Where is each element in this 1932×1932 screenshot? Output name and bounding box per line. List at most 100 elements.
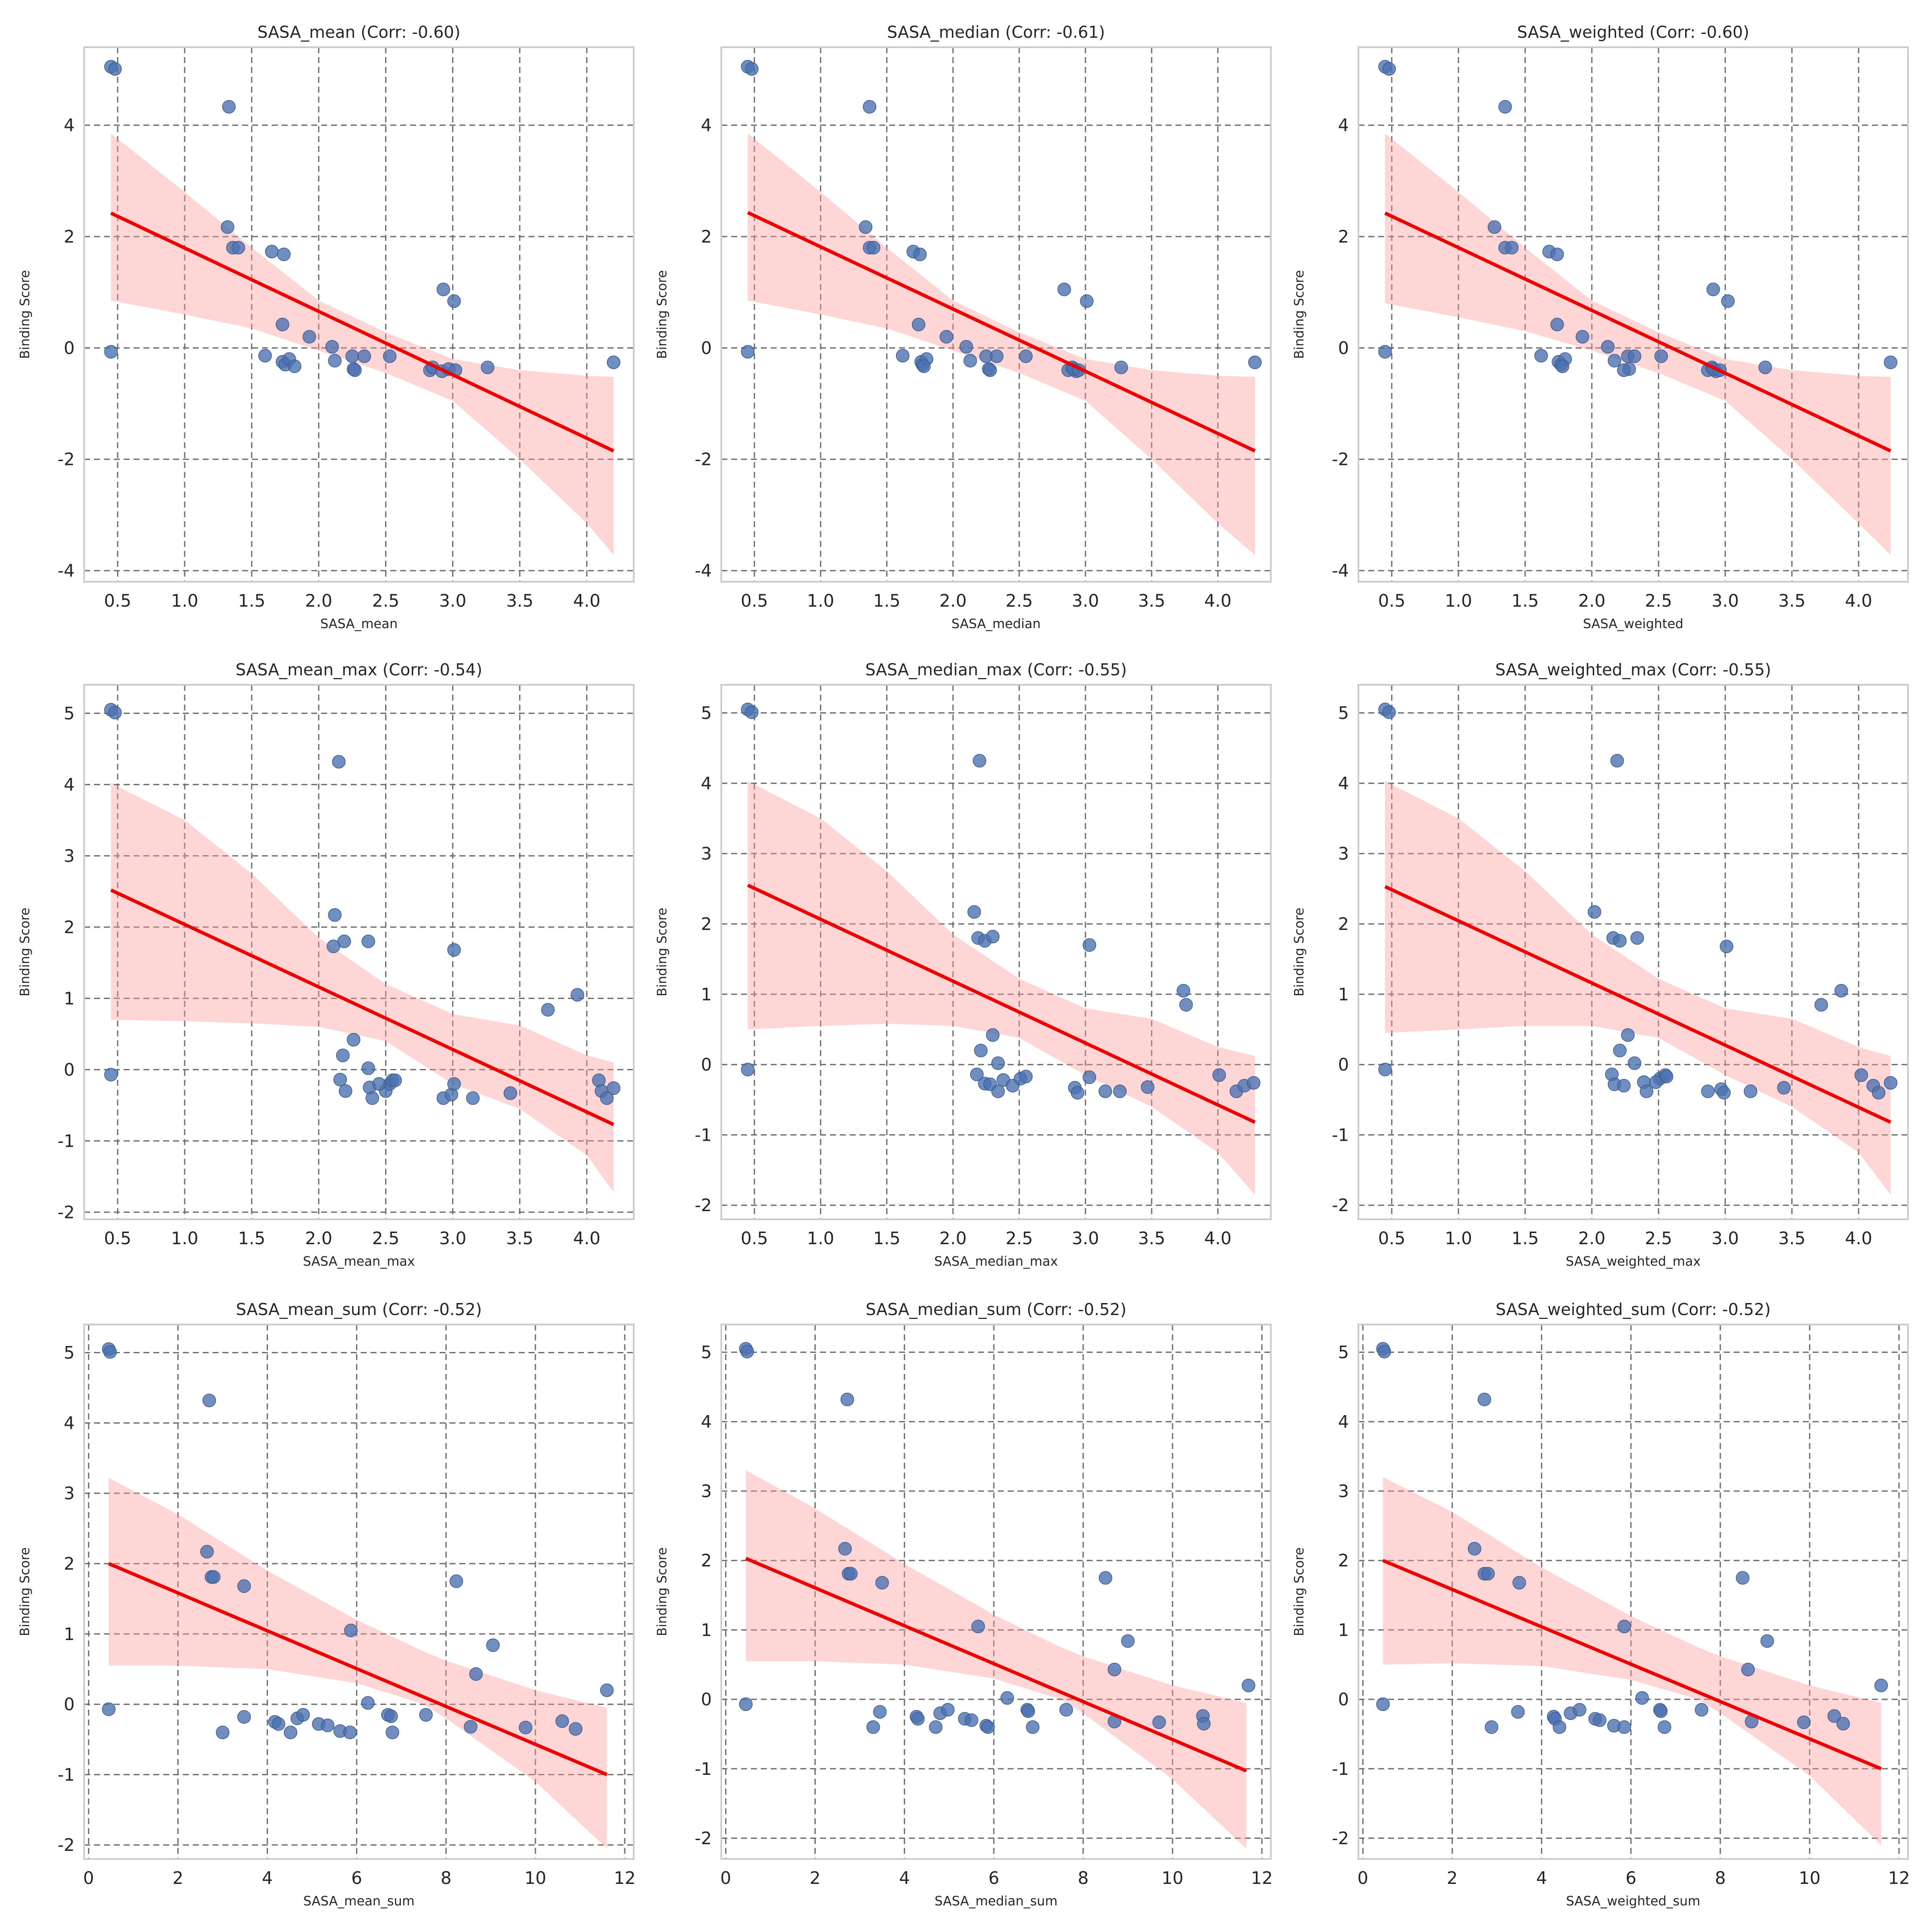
x-tick-label: 2 bbox=[1447, 1868, 1458, 1888]
data-point bbox=[361, 1061, 375, 1075]
y-tick-label: -2 bbox=[1332, 1829, 1349, 1848]
data-point bbox=[480, 360, 495, 374]
data-point bbox=[1512, 1576, 1526, 1590]
data-point bbox=[1477, 1392, 1492, 1406]
data-point bbox=[1640, 1084, 1653, 1098]
data-point bbox=[607, 1081, 620, 1095]
data-point bbox=[202, 1394, 216, 1407]
data-point bbox=[1706, 283, 1720, 296]
data-point bbox=[1695, 1703, 1708, 1717]
data-point bbox=[571, 988, 584, 1002]
confidence-band bbox=[109, 1478, 607, 1849]
data-point bbox=[911, 1712, 925, 1726]
data-point bbox=[741, 345, 755, 359]
data-point bbox=[419, 1708, 433, 1722]
data-point bbox=[840, 1392, 854, 1406]
y-axis-label: Binding Score bbox=[655, 908, 670, 996]
scatter-panel-4: 0.5 1.0 1.5 2.0 2.5 3.0 3.5 4.0 -2 -1 0 1 2 3 4 5 SASA_m… bbox=[18, 660, 635, 1269]
y-tick-label: 0 bbox=[701, 1055, 712, 1075]
x-tick-label: 2.5 bbox=[372, 591, 400, 611]
y-tick-label: 0 bbox=[701, 338, 712, 358]
x-tick-label: 10 bbox=[1162, 1868, 1184, 1888]
data-point bbox=[466, 1091, 480, 1105]
data-point bbox=[1505, 241, 1519, 255]
data-point bbox=[1481, 1567, 1495, 1581]
data-point bbox=[504, 1086, 517, 1100]
x-tick-label: 0 bbox=[720, 1868, 731, 1888]
y-tick-label: 2 bbox=[1338, 227, 1349, 247]
data-point bbox=[844, 1567, 858, 1581]
data-point bbox=[1719, 939, 1734, 954]
data-point bbox=[519, 1720, 532, 1735]
data-point bbox=[1617, 1619, 1631, 1634]
data-point bbox=[436, 283, 450, 296]
x-tick-label: 1.5 bbox=[873, 1229, 901, 1249]
data-point bbox=[1382, 62, 1396, 76]
regression-line bbox=[1382, 1559, 1882, 1771]
data-point bbox=[343, 1725, 357, 1739]
data-point bbox=[221, 220, 234, 234]
y-tick-label: 2 bbox=[64, 1554, 75, 1574]
data-point bbox=[896, 349, 910, 363]
data-point bbox=[1488, 220, 1501, 234]
x-tick-label: 4.0 bbox=[1204, 591, 1232, 611]
data-point bbox=[963, 354, 977, 368]
plot-frame bbox=[83, 684, 635, 1220]
data-point bbox=[104, 1068, 118, 1081]
y-tick-label: -2 bbox=[695, 1829, 712, 1848]
data-point bbox=[222, 100, 236, 114]
data-point bbox=[383, 349, 397, 363]
confidence-band bbox=[111, 783, 614, 1192]
plot-frame bbox=[720, 684, 1272, 1220]
data-point bbox=[873, 1705, 887, 1719]
y-tick-label: 1 bbox=[701, 1620, 712, 1640]
data-point bbox=[302, 330, 316, 344]
data-point bbox=[108, 705, 122, 720]
confidence-band bbox=[1383, 1477, 1881, 1845]
data-point bbox=[1593, 1713, 1607, 1727]
y-tick-label: 4 bbox=[1338, 1412, 1349, 1432]
y-tick-label: 0 bbox=[64, 338, 75, 358]
panel-title: SASA_weighted_max (Corr: -0.55) bbox=[1495, 660, 1771, 679]
x-tick-label: 8 bbox=[1078, 1868, 1088, 1888]
data-point bbox=[911, 318, 926, 331]
x-tick-label: 3.0 bbox=[1712, 1229, 1739, 1249]
x-axis-label: SASA_median_sum bbox=[935, 1894, 1058, 1909]
data-point bbox=[745, 705, 759, 719]
data-point bbox=[1617, 1079, 1631, 1093]
y-tick-label: 1 bbox=[64, 1625, 75, 1644]
data-point bbox=[991, 1084, 1005, 1098]
x-tick-label: 10 bbox=[525, 1868, 547, 1888]
x-tick-label: 1.5 bbox=[1512, 1229, 1539, 1249]
data-point bbox=[838, 1542, 852, 1556]
data-point bbox=[1635, 1691, 1649, 1705]
data-point bbox=[1744, 1084, 1758, 1098]
y-tick-label: 2 bbox=[1338, 914, 1349, 934]
x-tick-label: 2.5 bbox=[1005, 591, 1033, 611]
x-tick-label: 0.5 bbox=[741, 1229, 768, 1249]
data-point bbox=[332, 755, 346, 769]
x-tick-label: 0.5 bbox=[104, 1229, 131, 1249]
data-point bbox=[1610, 754, 1624, 768]
x-axis-label: SASA_weighted bbox=[1583, 617, 1683, 632]
data-point bbox=[1654, 349, 1668, 363]
data-point bbox=[1552, 1720, 1567, 1734]
data-point bbox=[372, 1077, 386, 1091]
x-tick-label: 3.0 bbox=[439, 1229, 467, 1249]
data-point bbox=[1777, 1081, 1791, 1095]
data-point bbox=[1827, 1709, 1841, 1723]
data-point bbox=[986, 1028, 1000, 1042]
data-point bbox=[231, 241, 245, 255]
data-point bbox=[1659, 1069, 1674, 1084]
x-tick-label: 1.0 bbox=[171, 1229, 198, 1249]
data-point bbox=[388, 1073, 402, 1088]
data-point bbox=[1108, 1662, 1121, 1677]
y-tick-label: 0 bbox=[1338, 338, 1349, 358]
y-tick-label: 2 bbox=[1338, 1551, 1349, 1571]
x-tick-label: 6 bbox=[988, 1868, 999, 1888]
data-point bbox=[1377, 1345, 1391, 1358]
data-point bbox=[1099, 1571, 1112, 1585]
y-tick-label: 2 bbox=[701, 1551, 712, 1571]
y-tick-label: 4 bbox=[64, 775, 75, 795]
